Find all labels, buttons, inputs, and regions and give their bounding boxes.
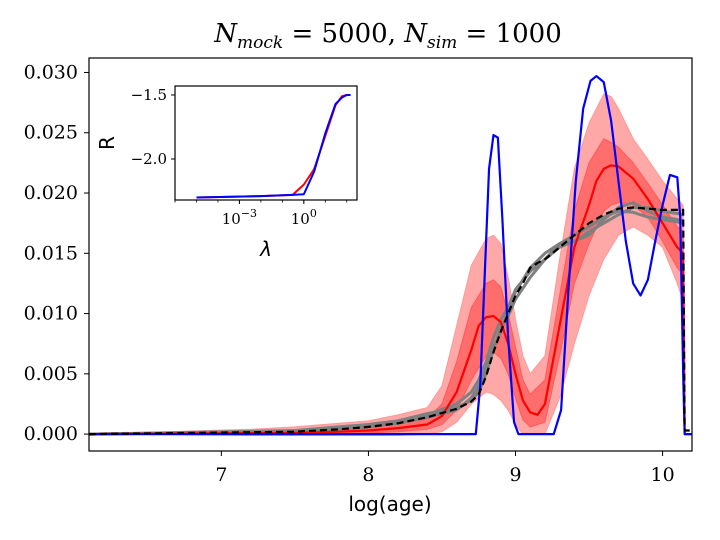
- main-axes: 7 8 9 10 0.000 0.005 0.010 0.015 0.020 0.025 0.030: [24, 61, 675, 486]
- inset-background: [175, 86, 357, 200]
- y-tick-label: 0.020: [24, 182, 78, 204]
- inset-x-axis-label: λ: [259, 237, 272, 261]
- reference-line: [88, 206, 692, 436]
- y-tick-label: 0.000: [24, 423, 78, 445]
- truth-line: [89, 74, 692, 436]
- chart-title: Nmock = 5000, Nsim = 1000: [213, 19, 562, 53]
- x-axis-label: log(age): [348, 492, 431, 516]
- y-tick-label: 0.015: [24, 242, 78, 264]
- y-tick-label: 0.030: [24, 61, 78, 83]
- inset-plot-frame: [174, 85, 358, 201]
- inset-series-lines: [196, 93, 351, 199]
- y-tick-label: 0.025: [24, 122, 78, 144]
- inset-line-2: [196, 93, 351, 199]
- inset-y-axis-label: R: [95, 136, 119, 150]
- y-tick-label: 0.005: [24, 363, 78, 385]
- x-tick-label: 8: [362, 464, 374, 486]
- main-plot-frame: [88, 57, 693, 452]
- inset-y-tick-label: −2.0: [131, 150, 167, 168]
- inset-x-tick-label: 10−3: [222, 207, 257, 228]
- x-tick-label: 9: [509, 464, 521, 486]
- inset-axes: 10−3 100 −1.5 −2.0: [131, 86, 348, 228]
- y-tick-label: 0.010: [24, 303, 78, 325]
- median-line: [88, 164, 692, 436]
- x-tick-label: 10: [650, 464, 674, 486]
- x-tick-label: 7: [215, 464, 227, 486]
- inset-x-tick-label: 100: [291, 207, 317, 228]
- main-series-lines: [88, 74, 692, 436]
- inset-y-tick-label: −1.5: [131, 86, 167, 104]
- sample-line-2: [88, 209, 684, 436]
